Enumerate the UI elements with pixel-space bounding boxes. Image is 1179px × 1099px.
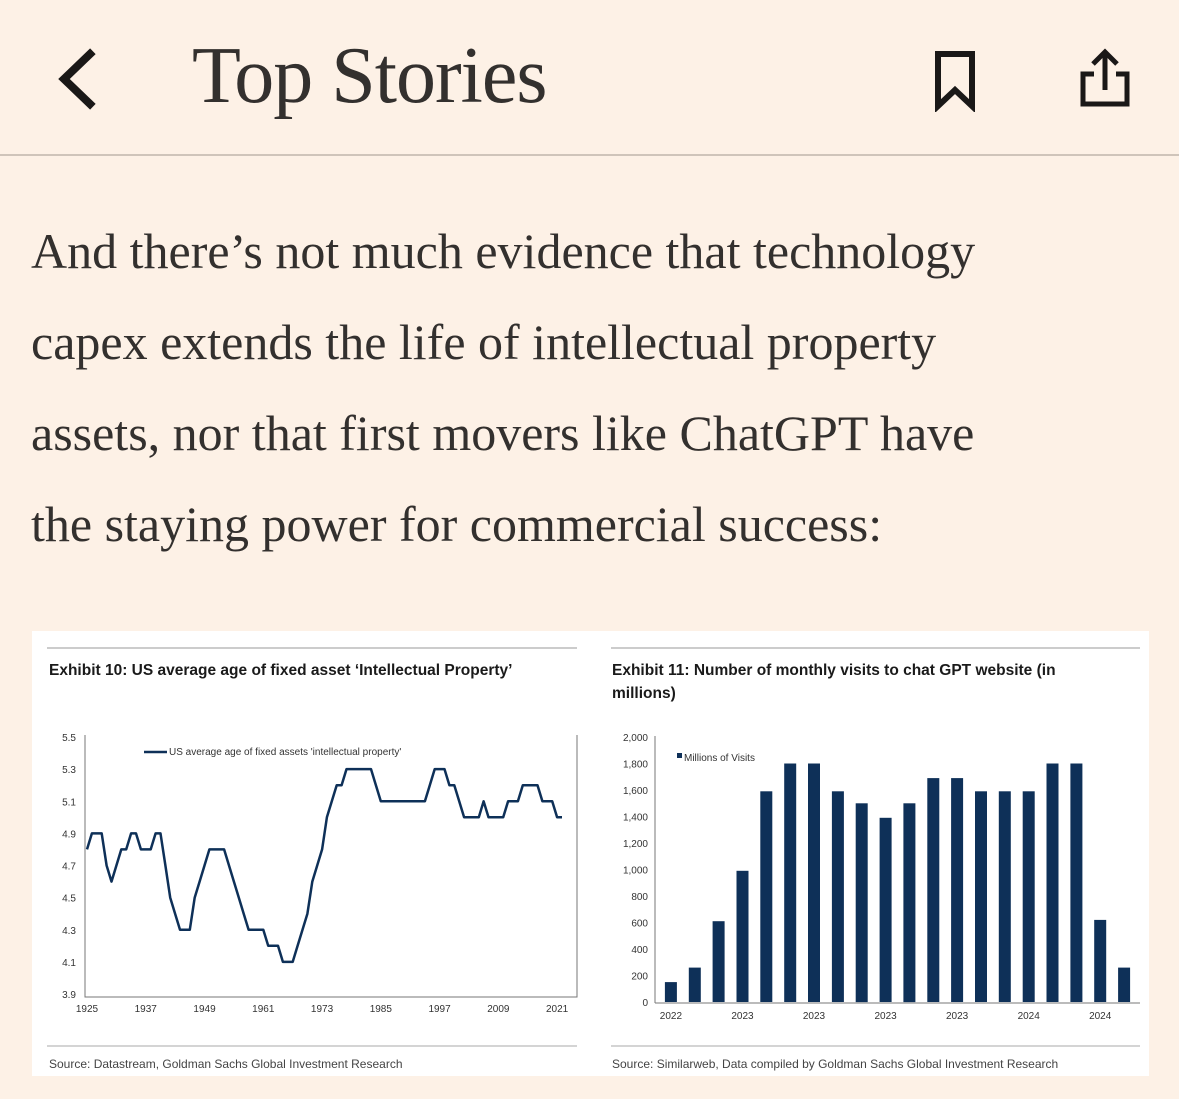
chart1-x-tick-label: 1949 bbox=[193, 1004, 216, 1015]
chart2-title-line-1: Exhibit 11: Number of monthly visits to … bbox=[612, 662, 1056, 679]
chart1-y-tick-label: 4.5 bbox=[62, 894, 76, 905]
article-line: capex extends the life of intellectual p… bbox=[31, 314, 937, 370]
chart1-x-tick-label: 1997 bbox=[428, 1004, 451, 1015]
chart1-y-tick-label: 4.7 bbox=[62, 862, 76, 873]
chart2-bar bbox=[808, 763, 820, 1002]
chart2-bar bbox=[736, 870, 749, 1002]
chart1-x-tick-label: 1925 bbox=[76, 1004, 99, 1015]
share-icon bbox=[1080, 48, 1130, 107]
chart2-bar bbox=[927, 778, 940, 1002]
chart2-bar bbox=[712, 921, 725, 1002]
article-line: assets, nor that first movers like ChatG… bbox=[31, 405, 975, 461]
chart1-plot-frame bbox=[84, 735, 578, 998]
chart2-y-tick-label: 1,200 bbox=[623, 839, 648, 850]
chart2-y-tick-label: 200 bbox=[631, 972, 648, 983]
charts-svg: Exhibit 10: US average age of fixed asse… bbox=[47, 647, 1140, 1071]
chart2-bar bbox=[688, 967, 701, 1002]
chart1-x-tick-label: 2021 bbox=[546, 1004, 569, 1015]
chart1-x-tick-label: 1973 bbox=[311, 1004, 334, 1015]
chart2-bar bbox=[1094, 919, 1107, 1002]
share-button[interactable] bbox=[1074, 46, 1138, 112]
chart2-y-tick-label: 1,800 bbox=[623, 760, 648, 771]
chart1-y-tick-label: 4.9 bbox=[62, 829, 76, 840]
chart2-legend-swatch bbox=[677, 753, 682, 758]
chart2-x-tick-label: 2024 bbox=[1018, 1011, 1041, 1022]
chart2-bar bbox=[855, 803, 868, 1003]
chart2-bar bbox=[1118, 967, 1131, 1002]
chart2-y-tick-label: 1,000 bbox=[623, 866, 648, 877]
chart2-x-tick-label: 2023 bbox=[946, 1011, 969, 1022]
chart1-y-tick-label: 5.5 bbox=[62, 733, 76, 744]
article-line: And there’s not much evidence that techn… bbox=[31, 223, 976, 279]
back-button[interactable] bbox=[50, 44, 110, 114]
chart2-bar bbox=[951, 778, 964, 1002]
chart2-bar bbox=[1022, 791, 1035, 1002]
chart-figure: Exhibit 10: US average age of fixed asse… bbox=[32, 631, 1149, 1076]
chart2-bar bbox=[879, 817, 892, 1002]
chart1-x-tick-label: 1937 bbox=[135, 1004, 158, 1015]
chart2-bar bbox=[760, 791, 773, 1002]
chart1-source: Source: Datastream, Goldman Sachs Global… bbox=[49, 1057, 403, 1071]
chart2-y-tick-label: 1,400 bbox=[623, 813, 648, 824]
chart1-x-tick-label: 1961 bbox=[252, 1004, 275, 1015]
bookmark-icon bbox=[935, 51, 975, 113]
article-paragraph: And there’s not much evidence that techn… bbox=[31, 206, 1161, 570]
article-line: the staying power for commercial success… bbox=[31, 496, 883, 552]
chart2-bar bbox=[1070, 763, 1083, 1002]
chart2-x-tick-label: 2023 bbox=[874, 1011, 897, 1022]
chart2-x-tick-label: 2023 bbox=[803, 1011, 826, 1022]
chart1-series-line bbox=[85, 767, 562, 964]
top-bar: Top Stories bbox=[0, 0, 1179, 156]
chart2-y-tick-label: 400 bbox=[631, 945, 648, 956]
chart2-y-tick-label: 600 bbox=[631, 919, 648, 930]
chart2-bar bbox=[975, 791, 987, 1002]
chart2-y-tick-label: 0 bbox=[642, 998, 648, 1009]
chart1-legend-label: US average age of fixed assets 'intellec… bbox=[169, 747, 401, 758]
bookmark-button[interactable] bbox=[930, 50, 980, 113]
chart2-bar bbox=[664, 982, 677, 1002]
chart2-bar bbox=[784, 763, 797, 1002]
chart2-bar bbox=[831, 791, 844, 1002]
chart1-x-tick-label: 1985 bbox=[370, 1004, 393, 1015]
chart1-title: Exhibit 10: US average age of fixed asse… bbox=[49, 662, 512, 679]
chart2-y-tick-label: 800 bbox=[631, 892, 648, 903]
chart2-title-line-2: millions) bbox=[612, 685, 676, 702]
chart2-bar bbox=[998, 791, 1011, 1002]
chart1-y-tick-label: 4.3 bbox=[62, 926, 76, 937]
page-title: Top Stories bbox=[192, 32, 548, 120]
chart2-y-tick-label: 1,600 bbox=[623, 786, 648, 797]
chart2-x-tick-label: 2022 bbox=[660, 1011, 683, 1022]
chart2-x-tick-label: 2023 bbox=[731, 1011, 754, 1022]
chart2-bar bbox=[1046, 763, 1059, 1002]
chart1-x-tick-label: 2009 bbox=[487, 1004, 510, 1015]
chart1-y-tick-label: 5.1 bbox=[62, 797, 76, 808]
chart2-source: Source: Similarweb, Data compiled by Gol… bbox=[612, 1057, 1058, 1071]
chart1-y-tick-label: 5.3 bbox=[62, 765, 76, 776]
chevron-left-icon bbox=[58, 48, 96, 110]
chart2-legend-label: Millions of Visits bbox=[684, 753, 755, 764]
chart2-x-tick-label: 2024 bbox=[1089, 1011, 1112, 1022]
chart1-y-tick-label: 4.1 bbox=[62, 958, 76, 969]
chart2-bar bbox=[903, 803, 916, 1003]
chart2-y-tick-label: 2,000 bbox=[623, 733, 648, 744]
chart1-y-tick-label: 3.9 bbox=[62, 990, 76, 1001]
